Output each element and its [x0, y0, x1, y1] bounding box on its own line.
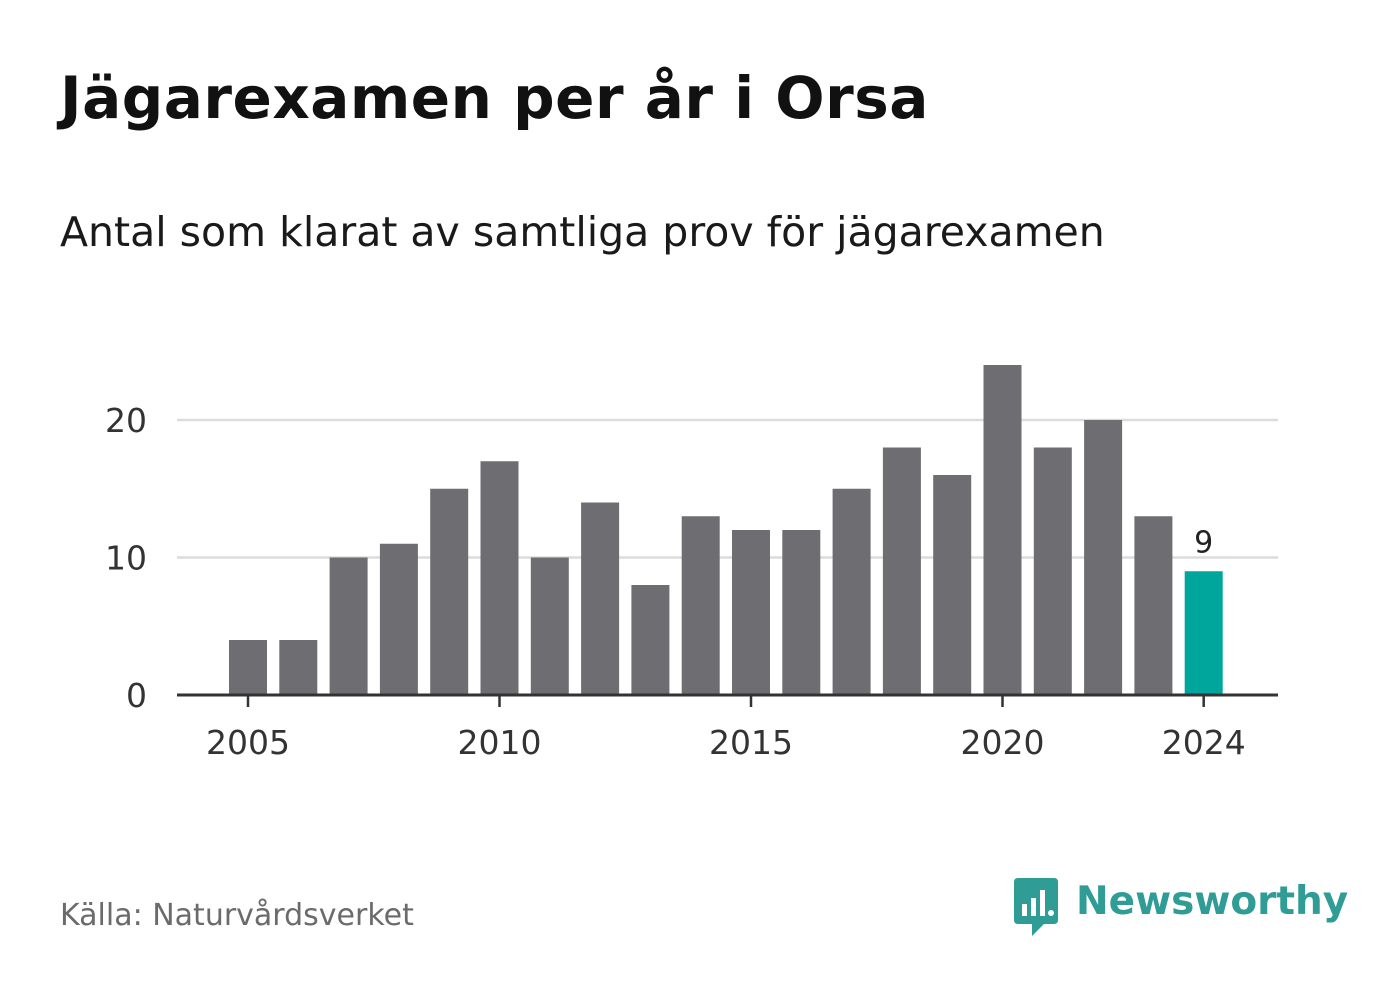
bar-chart-speech-bubble-icon	[1014, 878, 1058, 936]
bar-2022	[1084, 420, 1123, 695]
bar-2015	[732, 530, 770, 695]
bar-2013	[631, 585, 670, 695]
bar-2021	[1033, 447, 1072, 695]
newsworthy-logo: Newsworthy	[1010, 876, 1348, 940]
bar-2024	[1184, 571, 1223, 695]
bar-2008	[379, 543, 418, 695]
brand-name: Newsworthy	[1076, 879, 1349, 924]
bar-2016	[782, 530, 821, 695]
bar-2012	[581, 502, 620, 695]
x-tick-label-2005: 2005	[206, 723, 290, 762]
bar-2007	[329, 557, 368, 695]
bar-2006	[279, 640, 318, 695]
source-note: Källa: Naturvårdsverket	[60, 898, 414, 933]
bar-2023	[1134, 516, 1173, 695]
bar-2014	[681, 516, 720, 695]
bar-2010	[480, 461, 519, 695]
bar-2020	[983, 365, 1022, 695]
x-tick-label-2010: 2010	[458, 723, 542, 762]
bar-2018	[882, 447, 921, 695]
y-tick-label-20: 20	[105, 401, 147, 440]
bar-value-label-2024: 9	[1194, 525, 1213, 560]
chart-title: Jägarexamen per år i Orsa	[60, 64, 929, 132]
chart-subtitle: Antal som klarat av samtliga prov för jä…	[60, 208, 1105, 256]
y-tick-label-10: 10	[105, 539, 147, 578]
bar-2005	[229, 640, 267, 695]
bar-2017	[832, 488, 871, 695]
bar-2011	[530, 557, 569, 695]
x-tick-label-2020: 2020	[961, 723, 1045, 762]
bar-2009	[430, 488, 469, 695]
bar-2019	[933, 475, 972, 695]
x-tick-label-2024: 2024	[1162, 723, 1246, 762]
x-tick-label-2015: 2015	[709, 723, 793, 762]
y-tick-label-0: 0	[126, 676, 147, 715]
